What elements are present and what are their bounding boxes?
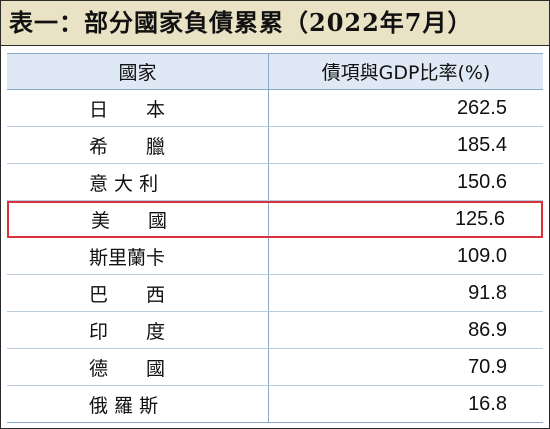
ratio-cell: 91.8 xyxy=(468,281,507,304)
country-cell: 日 本 xyxy=(7,90,269,126)
table-row: 日 本 262.5 xyxy=(7,90,543,127)
country-cell: 斯里蘭卡 xyxy=(7,238,269,274)
ratio-cell: 125.6 xyxy=(454,208,505,230)
ratio-cell: 262.5 xyxy=(456,96,507,119)
ratio-cell: 86.9 xyxy=(468,318,507,341)
debt-table: 國家 債項與GDP比率(%) 日 本 262.5 希 臘 185.4 意 大 利… xyxy=(7,53,543,423)
table-title: 表一：部分國家負債累累（2022年7月） xyxy=(9,8,473,37)
ratio-cell: 150.6 xyxy=(456,170,507,193)
table-row-highlighted: 美 國 125.6 xyxy=(7,201,543,238)
country-cell: 德 國 xyxy=(7,349,269,385)
table-row: 意 大 利 150.6 xyxy=(7,164,543,201)
ratio-cell: 185.4 xyxy=(456,133,507,156)
country-cell: 巴 西 xyxy=(7,275,269,311)
country-cell: 俄 羅 斯 xyxy=(7,386,269,422)
country-cell: 美 國 xyxy=(9,203,270,236)
table-row: 斯里蘭卡 109.0 xyxy=(7,238,543,275)
table-row: 德 國 70.9 xyxy=(7,349,543,386)
header-country: 國家 xyxy=(7,54,269,89)
country-cell: 印 度 xyxy=(7,312,269,348)
ratio-cell: 70.9 xyxy=(468,355,507,378)
country-cell: 意 大 利 xyxy=(7,164,269,200)
ratio-cell: 16.8 xyxy=(468,392,507,415)
table-row: 巴 西 91.8 xyxy=(7,275,543,312)
ratio-cell: 109.0 xyxy=(456,244,507,267)
table-header-row: 國家 債項與GDP比率(%) xyxy=(7,53,543,90)
header-ratio: 債項與GDP比率(%) xyxy=(321,62,491,84)
table-row: 俄 羅 斯 16.8 xyxy=(7,386,543,423)
country-cell: 希 臘 xyxy=(7,127,269,163)
table-row: 印 度 86.9 xyxy=(7,312,543,349)
table-row: 希 臘 185.4 xyxy=(7,127,543,164)
title-bar: 表一：部分國家負債累累（2022年7月） xyxy=(1,1,549,46)
